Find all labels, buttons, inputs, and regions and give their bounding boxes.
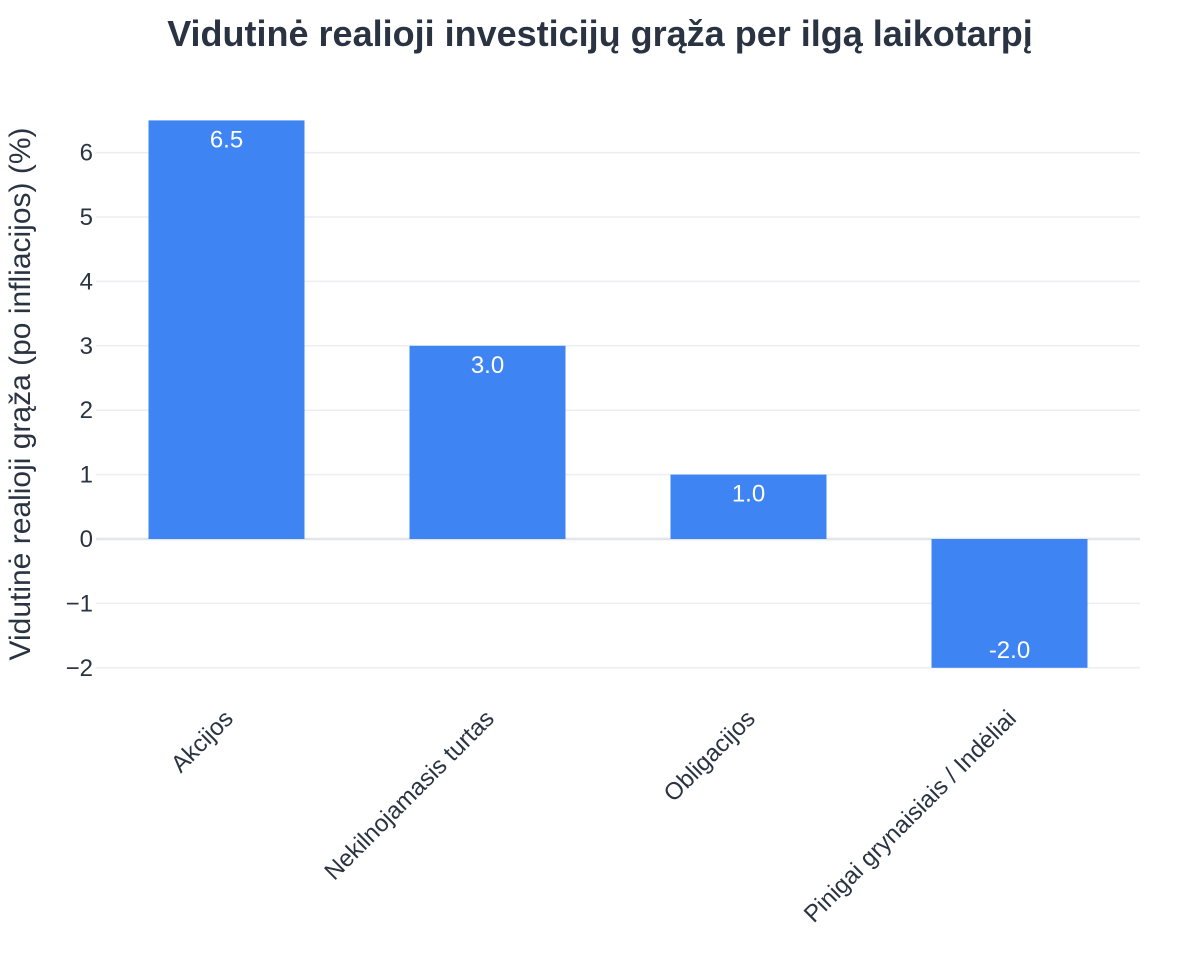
y-tick-label: 0 [80, 526, 93, 553]
x-tick-label: Pinigai grynaisiais / Indėliai [799, 705, 1022, 928]
bar-value-label: -2.0 [989, 637, 1030, 664]
y-tick-label: 4 [80, 268, 93, 295]
x-tick-label: Obligacijos [659, 705, 761, 807]
y-tick-label: 1 [80, 462, 93, 489]
bar-value-label: 1.0 [732, 481, 765, 508]
y-tick-label: −1 [66, 590, 93, 617]
x-axis-ticks: Akcijos Nekilnojamasis turtas Obligacijos P… [166, 705, 1022, 928]
bars [148, 120, 1088, 668]
bar [931, 539, 1088, 668]
bar [409, 345, 566, 539]
y-tick-label: 5 [80, 204, 93, 231]
y-axis-title: Vidutinė realioji grąža (po infliacijos)… [4, 127, 37, 660]
x-tick-label: Nekilnojamasis turtas [319, 705, 499, 885]
bar [670, 474, 827, 539]
chart-title: Vidutinė realioji investicijų grąža per … [167, 13, 1033, 54]
x-tick-label: Akcijos [166, 705, 239, 778]
y-tick-label: 6 [80, 140, 93, 167]
bar-value-label: 3.0 [471, 352, 504, 379]
y-axis-ticks: −2 −1 0 1 2 3 4 5 6 [66, 140, 93, 682]
bar [148, 120, 305, 540]
y-tick-label: −2 [66, 655, 93, 682]
bar-value-label: 6.5 [210, 126, 243, 153]
bar-value-labels: 6.5 3.0 1.0 -2.0 [210, 126, 1030, 663]
y-tick-label: 3 [80, 333, 93, 360]
y-tick-label: 2 [80, 397, 93, 424]
